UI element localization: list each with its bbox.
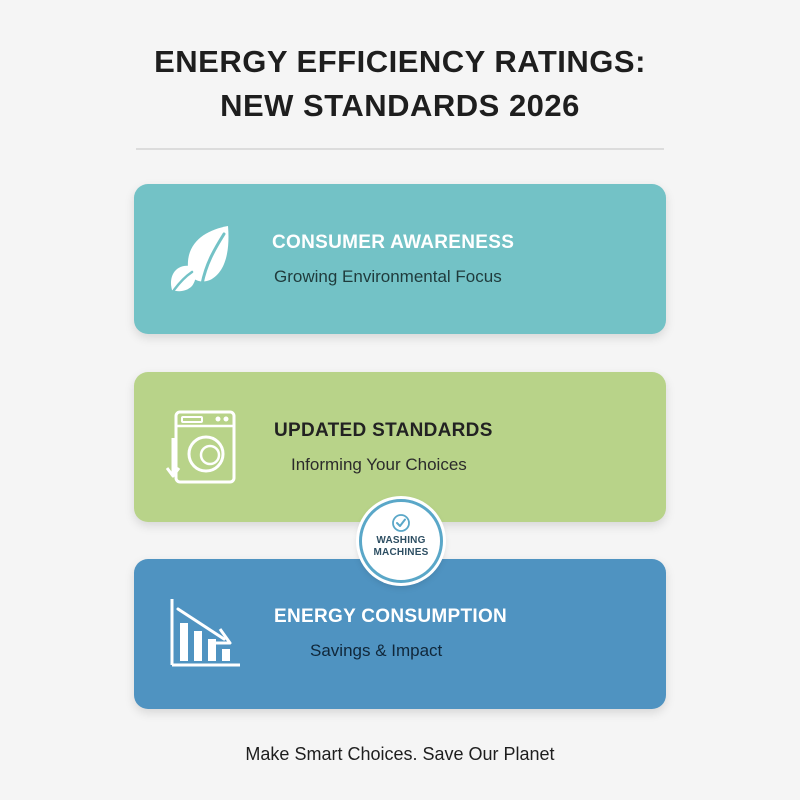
title-divider — [136, 148, 664, 150]
title-line-2: NEW STANDARDS 2026 — [220, 88, 580, 123]
leaf-icon — [170, 226, 229, 292]
card-consumer-awareness: CONSUMER AWARENESS Growing Environmental… — [134, 184, 666, 334]
washing-machine-icon — [166, 410, 236, 484]
badge-line-2: MACHINES — [373, 547, 429, 558]
badge-label: WASHING MACHINES — [362, 535, 440, 559]
check-circle-icon — [392, 514, 410, 532]
card-updated-standards: UPDATED STANDARDS Informing Your Choices — [134, 372, 666, 522]
badge-line-1: WASHING — [376, 535, 426, 546]
card-heading: ENERGY CONSUMPTION — [274, 606, 508, 627]
card-subtitle: Growing Environmental Focus — [274, 267, 502, 286]
page-title: ENERGY EFFICIENCY RATINGS: NEW STANDARDS… — [0, 40, 800, 128]
card-subtitle: Informing Your Choices — [291, 455, 467, 474]
card-heading: UPDATED STANDARDS — [274, 420, 493, 441]
footer-tagline: Make Smart Choices. Save Our Planet — [245, 744, 555, 764]
card-heading: CONSUMER AWARENESS — [272, 232, 515, 253]
washing-machines-badge: WASHING MACHINES — [359, 499, 443, 583]
card-subtitle: Savings & Impact — [310, 641, 443, 660]
card-energy-consumption: ENERGY CONSUMPTION Savings & Impact — [134, 559, 666, 709]
declining-bar-chart-icon — [170, 599, 240, 667]
title-line-1: ENERGY EFFICIENCY RATINGS: — [154, 44, 646, 79]
